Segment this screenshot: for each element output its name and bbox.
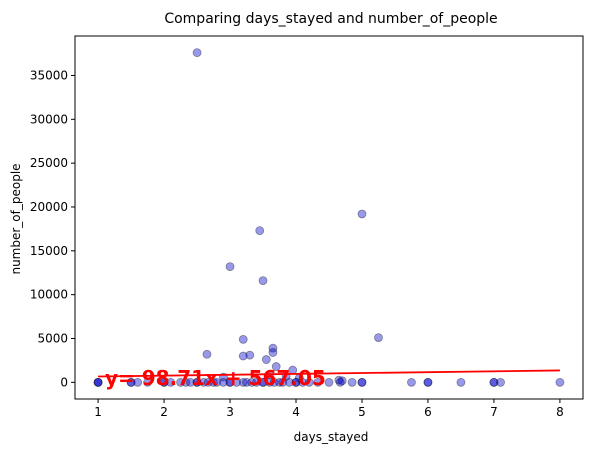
data-point xyxy=(245,350,255,360)
data-point xyxy=(258,377,268,387)
data-point xyxy=(357,377,367,387)
data-point xyxy=(159,377,169,387)
data-point xyxy=(496,377,505,387)
data-point xyxy=(347,377,357,387)
data-point xyxy=(93,377,103,387)
data-point xyxy=(247,377,257,387)
data-point xyxy=(357,209,367,219)
data-point xyxy=(238,334,248,344)
data-point xyxy=(93,377,103,387)
data-point xyxy=(166,377,176,387)
x-axis-label: days_stayed xyxy=(294,430,369,444)
data-point xyxy=(261,355,271,364)
data-point xyxy=(199,377,209,387)
data-point xyxy=(291,377,301,387)
data-point xyxy=(357,377,367,387)
data-point xyxy=(255,226,265,236)
data-point xyxy=(232,377,242,387)
data-point xyxy=(304,377,314,387)
data-point xyxy=(265,377,275,387)
x-tick-label: 5 xyxy=(358,405,366,419)
data-point xyxy=(489,377,499,387)
data-point xyxy=(186,377,195,387)
data-point xyxy=(298,377,308,387)
points-layer xyxy=(93,48,565,387)
data-point xyxy=(258,377,268,387)
x-tick-label: 8 xyxy=(556,405,564,419)
data-point xyxy=(334,375,344,385)
x-axis-ticks: 1 2 3 4 5 6 7 8 xyxy=(94,399,564,419)
regression-equation-annotation: y= 98.71x + 567.05 xyxy=(105,366,326,390)
data-point xyxy=(93,377,103,387)
data-point xyxy=(192,377,202,387)
data-point xyxy=(407,377,416,387)
y-tick-label: 15000 xyxy=(30,244,68,258)
regression-line xyxy=(98,369,560,378)
data-point xyxy=(238,377,248,387)
x-tick-label: 3 xyxy=(226,405,234,419)
data-point xyxy=(176,377,185,387)
data-point xyxy=(268,348,278,357)
regression-line-layer xyxy=(98,369,560,378)
x-tick-label: 7 xyxy=(490,405,498,419)
data-point xyxy=(225,377,235,387)
data-point xyxy=(291,377,301,387)
data-point xyxy=(225,377,235,387)
data-point xyxy=(489,377,499,387)
data-point xyxy=(269,377,279,387)
data-point xyxy=(212,377,222,387)
data-point xyxy=(313,377,323,387)
data-point xyxy=(219,377,228,387)
data-point xyxy=(202,349,212,359)
data-point xyxy=(278,377,288,387)
data-point xyxy=(285,377,294,387)
x-tick-label: 2 xyxy=(160,405,168,419)
data-point xyxy=(133,377,143,387)
data-point xyxy=(456,377,466,387)
data-point xyxy=(555,377,565,387)
y-tick-label: 10000 xyxy=(30,288,68,302)
data-point xyxy=(225,262,235,272)
data-point xyxy=(268,343,278,353)
x-tick-label: 6 xyxy=(424,405,432,419)
plot-frame xyxy=(74,35,584,400)
y-tick-label: 25000 xyxy=(30,156,68,170)
y-tick-label: 5000 xyxy=(37,332,68,346)
x-tick-label: 4 xyxy=(292,405,300,419)
data-point xyxy=(238,351,248,361)
data-point xyxy=(324,377,334,387)
x-tick-label: 1 xyxy=(94,405,102,419)
chart-title: Comparing days_stayed and number_of_peop… xyxy=(164,11,497,27)
data-point xyxy=(126,377,136,387)
data-point xyxy=(423,377,433,387)
data-point xyxy=(337,376,347,386)
data-point xyxy=(275,377,284,387)
data-point xyxy=(252,377,261,387)
data-point xyxy=(203,377,213,387)
data-point xyxy=(423,377,433,387)
data-point xyxy=(192,377,202,387)
data-point xyxy=(271,362,281,371)
data-point xyxy=(335,377,345,387)
y-tick-label: 30000 xyxy=(30,112,68,126)
data-point xyxy=(181,377,191,387)
data-point xyxy=(143,377,152,387)
data-point xyxy=(159,377,169,387)
y-tick-label: 35000 xyxy=(30,68,68,82)
data-point xyxy=(374,333,383,343)
y-tick-label: 0 xyxy=(60,375,68,389)
y-axis-ticks: 0 5000 10000 15000 20000 25000 30000 35000 xyxy=(30,68,75,389)
data-point xyxy=(192,48,202,58)
data-point xyxy=(126,377,136,387)
data-point xyxy=(242,377,251,387)
data-point xyxy=(258,276,268,286)
data-point xyxy=(209,377,218,387)
y-axis-label: number_of_people xyxy=(9,163,23,274)
y-tick-label: 20000 xyxy=(30,200,68,214)
